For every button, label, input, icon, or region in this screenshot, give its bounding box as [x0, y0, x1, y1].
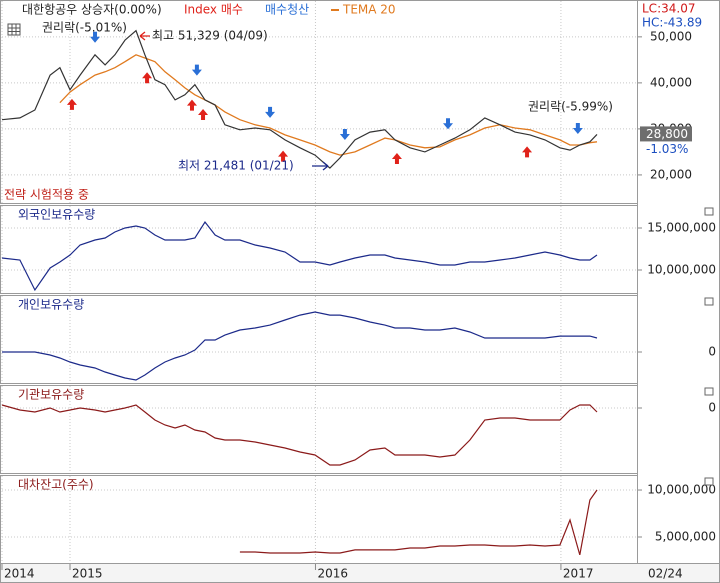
annotation-arrow [139, 31, 150, 41]
change-label: -1.03% [646, 142, 688, 156]
legend-series: 대한항공우 상승자(0.00%) [22, 3, 162, 17]
x-tick-label: 2015 [72, 567, 103, 581]
buy-signal [198, 108, 209, 120]
data-line [1, 220, 598, 292]
data-line [1, 29, 598, 169]
panel-frame [0, 205, 638, 294]
icon [8, 24, 20, 35]
axis-frame [637, 0, 720, 564]
panel-close [704, 387, 714, 396]
x-tick-label: 2016 [317, 567, 348, 581]
sell-signal [191, 64, 202, 76]
annotation: 권리락(-5.01%) [42, 21, 127, 35]
panel-frame [0, 475, 638, 564]
sell-signal [572, 123, 583, 135]
data-line [1, 404, 598, 466]
legend-tema: TEMA 20 [342, 3, 396, 17]
panel-close [704, 477, 714, 486]
annotation: 최고 51,329 (04/09) [152, 29, 268, 43]
panel-title: 개인보유수량 [18, 298, 84, 312]
y-tick-label: 0 [708, 345, 716, 359]
y-tick-label: 15,000,000 [647, 221, 716, 235]
panel-close [704, 297, 714, 306]
x-tick-label: 2017 [563, 567, 594, 581]
buy-signal [186, 99, 197, 111]
sell-signal [339, 129, 350, 141]
y-tick-label: 10,000,000 [647, 483, 716, 497]
annotation-arrow [312, 161, 329, 171]
y-tick-label: 10,000,000 [647, 262, 716, 276]
panel-frame [0, 0, 638, 204]
sell-signal [90, 31, 101, 43]
x-end-label: 02/24 [648, 567, 683, 581]
lc-label: LC:34.07 [642, 2, 695, 16]
panel-close [704, 207, 714, 216]
legend-sell: 매수청산 [265, 3, 309, 17]
strategy-note: 전략 시험적용 중 [4, 188, 89, 202]
x-axis-bar [0, 563, 720, 583]
y-tick-label: 20,000 [650, 167, 692, 181]
panel-title: 대차잔고(주수) [18, 478, 94, 492]
y-tick-label: 0 [708, 401, 716, 415]
panel-title: 외국인보유수량 [18, 208, 95, 222]
hc-label: HC:-43.89 [642, 16, 702, 30]
y-tick-label: 40,000 [650, 75, 692, 89]
sell-signal [265, 106, 276, 118]
buy-signal [142, 72, 153, 84]
buy-signal [391, 152, 402, 164]
y-tick-label: 50,000 [650, 29, 692, 43]
panel-title: 기관보유수량 [18, 388, 84, 402]
buy-signal [522, 146, 533, 158]
price-label-box [640, 126, 692, 142]
sell-signal [443, 118, 454, 130]
annotation: 권리락(-5.99%) [528, 100, 613, 114]
data-line [2, 311, 598, 381]
data-line [239, 489, 598, 556]
annotation: 최저 21,481 (01/21) [178, 159, 294, 173]
legend-buy: Index 매수 [184, 3, 243, 17]
panel-frame [0, 385, 638, 474]
icon [7, 23, 21, 36]
price-label: 28,800 [646, 127, 688, 141]
buy-signal [278, 150, 289, 162]
panel-frame [0, 295, 638, 384]
grid-icon [7, 23, 21, 36]
data-line [59, 54, 598, 156]
buy-signal [66, 98, 77, 110]
x-tick-label: 2014 [4, 567, 35, 581]
y-tick-label: 5,000,000 [655, 529, 716, 543]
